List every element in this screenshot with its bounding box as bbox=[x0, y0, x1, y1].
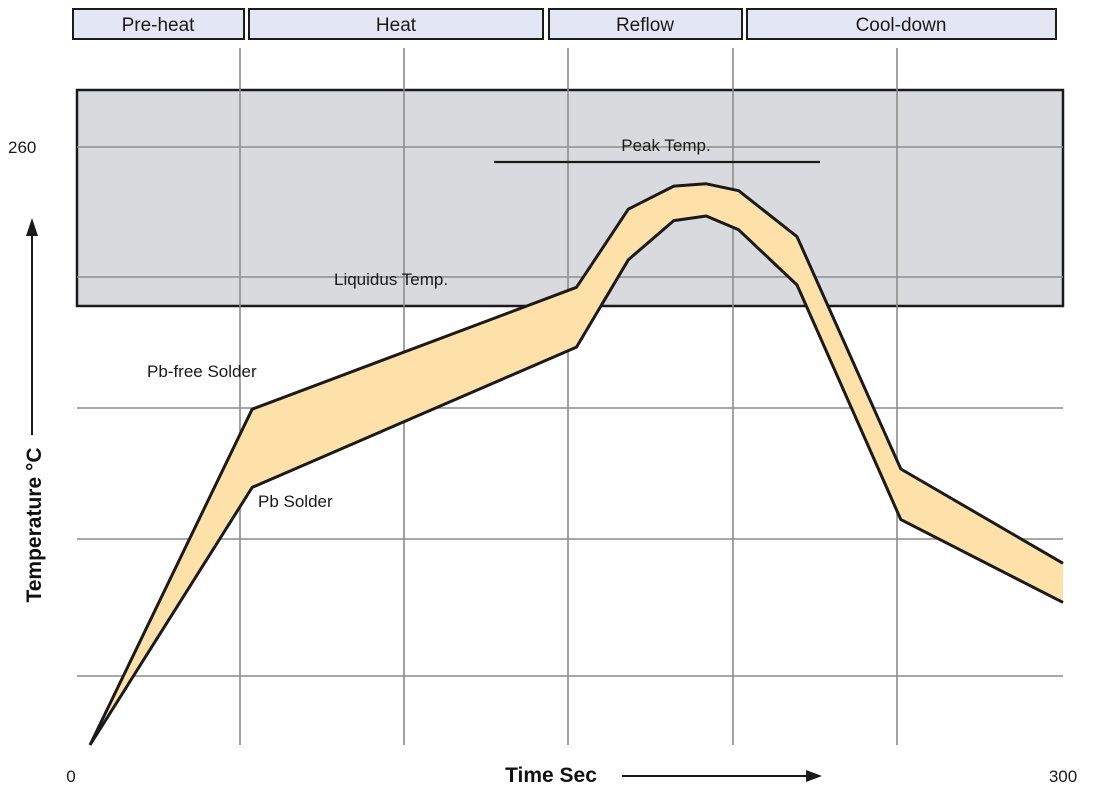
peak-temp-label: Peak Temp. bbox=[621, 136, 710, 155]
phase-box-heat bbox=[248, 8, 544, 40]
grid bbox=[77, 48, 1063, 745]
phase-header: Pre-heat Heat Reflow Cool-down bbox=[72, 8, 1057, 40]
solder-profile-band bbox=[90, 183, 1063, 746]
x-tick-label: 300 bbox=[1049, 767, 1077, 786]
x-axis-arrow-icon bbox=[806, 770, 822, 782]
y-axis-arrow-icon bbox=[26, 218, 38, 236]
series-line-pb-free bbox=[88, 182, 1064, 746]
y-axis-title: Temperature °C bbox=[23, 447, 46, 602]
y-tick-label: 260 bbox=[8, 138, 36, 157]
liquidus-temp-label: Liquidus Temp. bbox=[334, 270, 448, 289]
pb-solder-label: Pb Solder bbox=[258, 492, 333, 511]
above-liquidus-zone bbox=[75, 88, 1065, 308]
phase-box-reflow bbox=[548, 8, 743, 40]
phase-box-cooldown bbox=[746, 8, 1057, 40]
x-axis-title: Time Sec bbox=[505, 764, 597, 787]
x-tick-label: 0 bbox=[66, 767, 75, 786]
phase-label-reflow: Reflow bbox=[616, 15, 674, 36]
pb-free-solder-label: Pb-free Solder bbox=[147, 362, 257, 381]
phase-label-heat: Heat bbox=[376, 15, 417, 36]
phase-box-preheat bbox=[72, 8, 245, 40]
phase-label-cooldown: Cool-down bbox=[856, 15, 947, 36]
series-line-pb bbox=[88, 214, 1064, 746]
phase-label-preheat: Pre-heat bbox=[122, 15, 196, 36]
